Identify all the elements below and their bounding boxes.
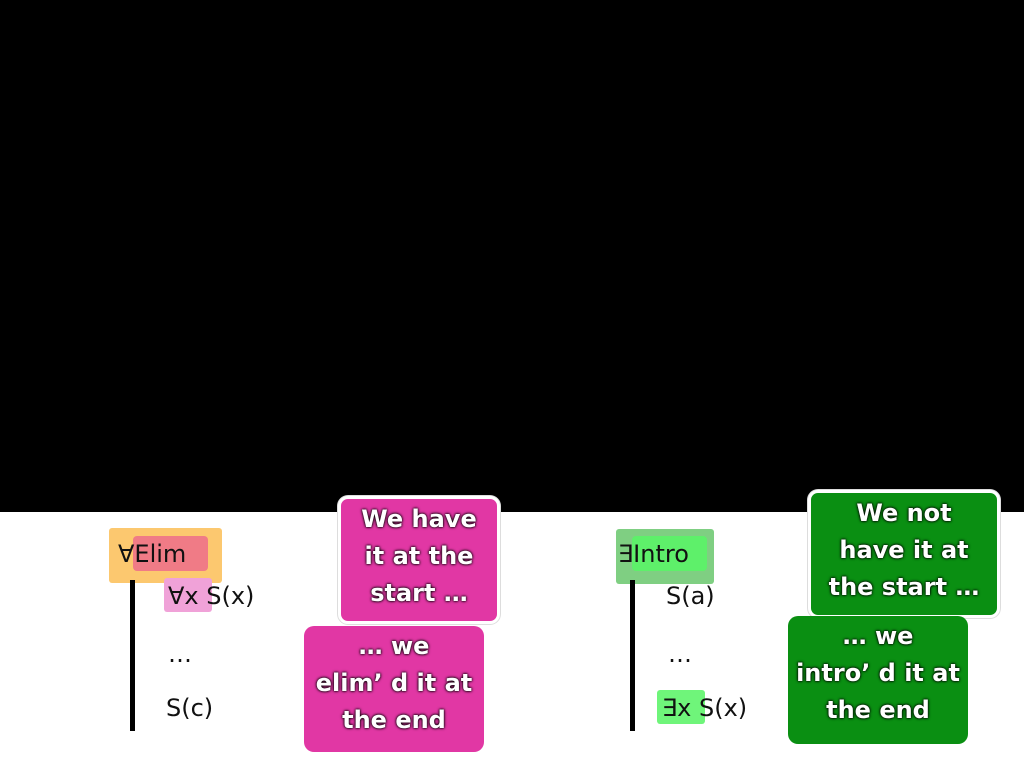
forall-elim-ellipsis-line: … (168, 640, 192, 668)
callout-line: have it at (839, 536, 969, 564)
forall-elim-premise-line: ∀x S(x) (168, 582, 254, 610)
callout-line: We not (856, 499, 952, 527)
callout-line: … we (358, 632, 430, 660)
forall-quantifier: ∀x (168, 582, 199, 610)
forall-elim-panel: ∀Elim ∀x S(x) … S(c) We have it at the s… (0, 496, 512, 768)
exists-intro-rule-highlight (632, 536, 707, 571)
exists-intro-callout-bottom: … we intro’ d it at the end (788, 616, 968, 744)
exists-intro-premise-line: S(a) (666, 582, 715, 610)
forall-elim-callout-top: We have it at the start … (338, 496, 500, 624)
callout-line: elim’ d it at (315, 669, 473, 697)
exists-intro-rule-label: ∃Intro (618, 540, 689, 568)
exists-quantifier: ∃x (662, 694, 692, 722)
callout-line: start … (370, 579, 468, 607)
exists-intro-panel: ∃Intro S(a) … ∃x S(x) We not have it at … (512, 490, 1024, 768)
exists-intro-ellipsis-line: … (668, 640, 692, 668)
exists-intro-conclusion-line: ∃x S(x) (662, 694, 747, 722)
exists-intro-proof-bar (630, 580, 635, 731)
callout-line: We have (361, 505, 477, 533)
exists-conclusion-body: S(x) (691, 694, 748, 722)
callout-line: the start … (828, 573, 980, 601)
callout-line: the end (342, 706, 446, 734)
forall-elim-conclusion-line: S(c) (166, 694, 214, 722)
callout-line: … we (842, 622, 914, 650)
forall-elim-proof-bar (130, 580, 135, 731)
forall-elim-rule-label: ∀Elim (118, 540, 187, 568)
exists-quantifier-highlight (657, 690, 705, 724)
black-backdrop (0, 0, 1024, 512)
callout-line: it at the (364, 542, 474, 570)
forall-elim-callout-bottom: … we elim’ d it at the end (304, 626, 484, 752)
callout-line: the end (826, 696, 930, 724)
forall-premise-body: S(x) (198, 582, 255, 610)
exists-intro-callout-top: We not have it at the start … (808, 490, 1000, 618)
callout-line: intro’ d it at (796, 659, 960, 687)
forall-quantifier-highlight (164, 578, 212, 612)
forall-elim-rule-highlight (133, 536, 208, 571)
